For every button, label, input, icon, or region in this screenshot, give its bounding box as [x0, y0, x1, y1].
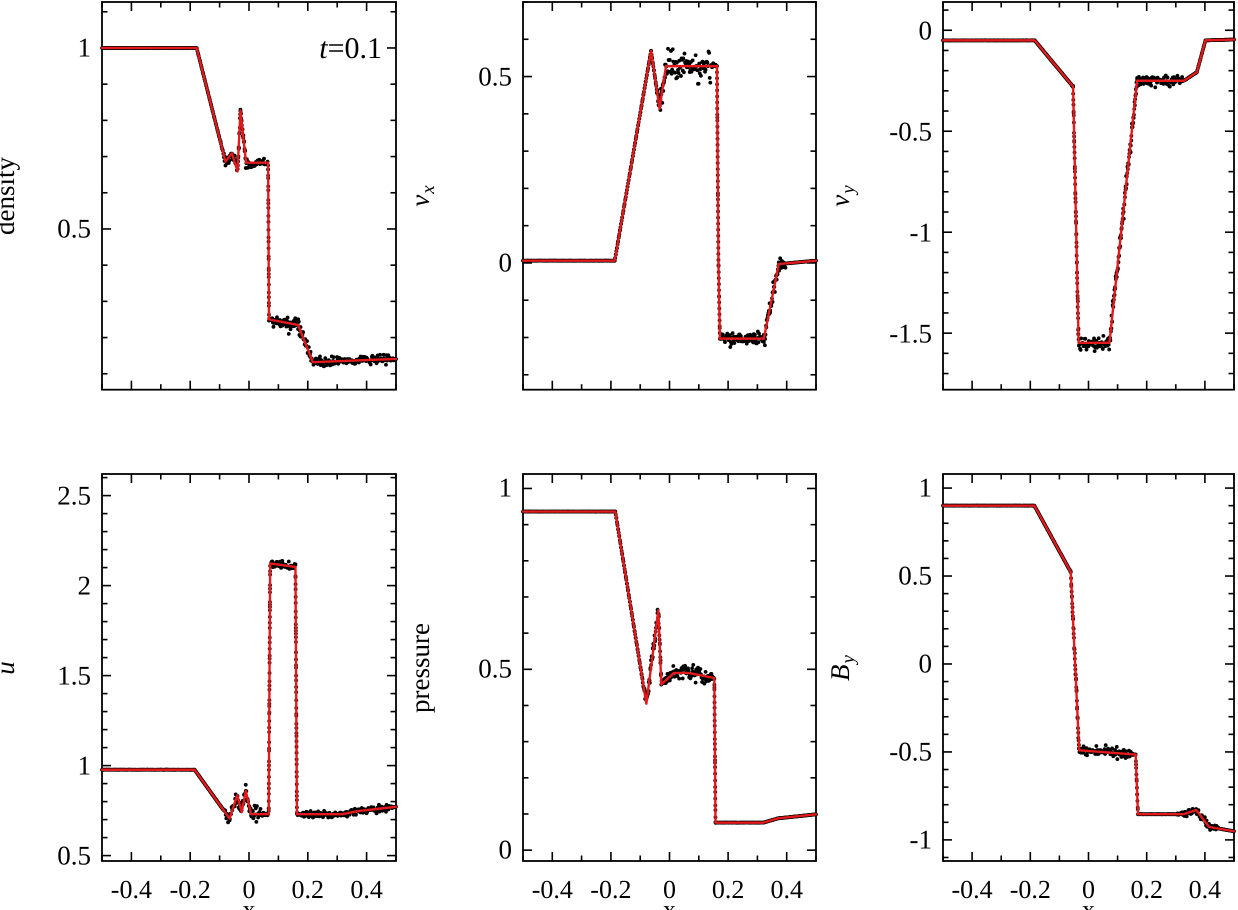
svg-text:pressure: pressure [405, 623, 435, 713]
svg-text:u: u [0, 661, 20, 675]
svg-text:vy: vy [825, 185, 859, 207]
svg-text:vx: vx [405, 185, 439, 207]
svg-text:By: By [825, 654, 859, 681]
svg-text:density: density [0, 157, 20, 235]
